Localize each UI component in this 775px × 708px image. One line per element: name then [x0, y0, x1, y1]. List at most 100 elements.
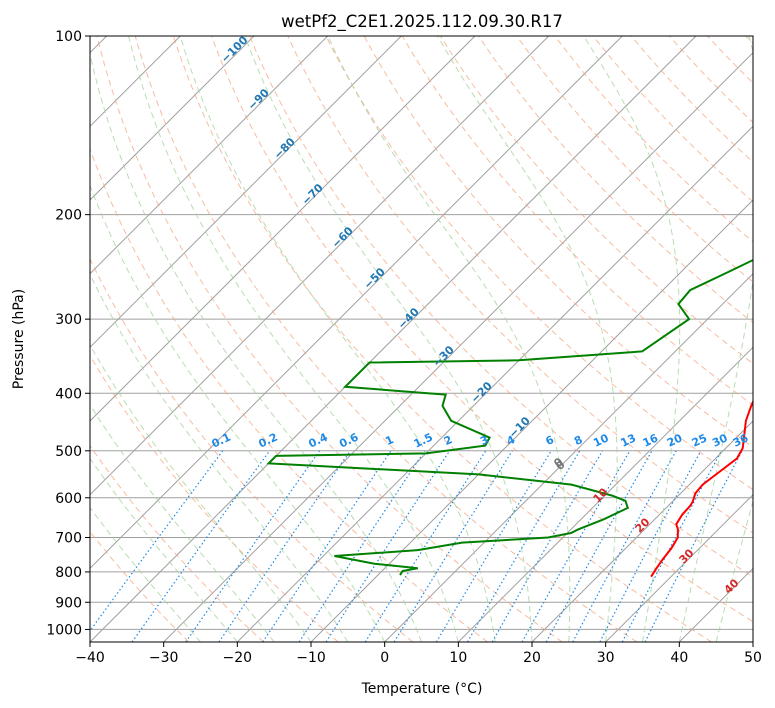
- dry-adiabat-label: −30: [430, 343, 457, 370]
- moist-adiabat-line: [90, 273, 349, 642]
- mixing-ratio-label: 1: [383, 433, 395, 448]
- moist-adiabat-label: 30: [677, 546, 697, 566]
- temperature-profile-line: [650, 399, 753, 578]
- isotherm-line: [236, 125, 753, 642]
- moist-adiabat-line: [437, 36, 618, 642]
- moist-adiabat-line: [179, 36, 496, 642]
- dry-adiabat-label: −90: [245, 86, 272, 113]
- dry-adiabat-line: [211, 36, 753, 623]
- x-tick-label: −30: [149, 650, 179, 666]
- y-tick-label: 400: [55, 386, 82, 402]
- y-tick-label: 100: [55, 29, 82, 45]
- dry-adiabat-line: [90, 147, 488, 642]
- y-tick-label: 300: [55, 312, 82, 328]
- mixing-ratio-label: 0.1: [210, 431, 233, 451]
- dry-adiabat-line: [707, 36, 753, 84]
- y-tick-label: 600: [55, 491, 82, 507]
- dry-adiabat-line: [630, 36, 753, 163]
- x-tick-label: −20: [223, 650, 253, 666]
- x-tick-label: −10: [296, 650, 326, 666]
- mixing-ratio-line: [185, 450, 321, 642]
- dry-adiabat-line: [90, 354, 339, 642]
- moist-adiabat-line: [90, 51, 422, 642]
- isotherm-line: [457, 346, 753, 642]
- mixing-ratio-label: 6: [544, 433, 557, 448]
- background-lines: [90, 36, 753, 642]
- isotherm-line: [90, 36, 550, 496]
- moist-adiabat-line: [90, 184, 386, 642]
- dry-adiabat-line: [90, 257, 414, 642]
- moist-adiabat-line: [128, 36, 459, 642]
- x-axis-label: Temperature (°C): [361, 681, 483, 697]
- moist-adiabat-label: 40: [722, 576, 742, 596]
- x-axis-ticks: −40 −30 −20 −10 0 10 20 30 40 50: [75, 642, 762, 666]
- isotherm-line: [90, 36, 255, 201]
- y-tick-label: 900: [55, 595, 82, 611]
- x-tick-label: 30: [597, 650, 615, 666]
- y-tick-label: 800: [55, 565, 82, 581]
- dry-adiabat-label: −70: [299, 181, 326, 208]
- isotherm-line: [678, 567, 753, 642]
- plot-frame: [89, 35, 754, 643]
- x-tick-label: 50: [744, 650, 762, 666]
- dry-adiabat-line: [592, 36, 753, 203]
- isotherm-line: [90, 36, 623, 570]
- dry-adiabat-line: [90, 444, 264, 642]
- x-tick-label: 40: [670, 650, 688, 666]
- mixing-ratio-line: [545, 450, 653, 642]
- mixing-ratio-label: 25: [690, 432, 709, 450]
- y-tick-label: 700: [55, 531, 82, 547]
- moist-adiabat-line: [327, 36, 571, 642]
- dewpoint-profile-line: [266, 258, 753, 576]
- moist-adiabat-line: [90, 343, 312, 642]
- mixing-ratio-label: 0.4: [307, 430, 330, 450]
- isotherm-line: [752, 641, 753, 642]
- dry-adiabat-label: −20: [468, 379, 495, 406]
- dry-adiabat-line: [516, 36, 753, 283]
- data-lines: [266, 258, 753, 578]
- x-tick-label: 0: [380, 650, 389, 666]
- dry-adiabat-line: [172, 36, 712, 642]
- moist-adiabat-label: 20: [633, 515, 653, 535]
- dry-adiabat-line: [363, 36, 753, 448]
- mixing-ratio-line: [491, 450, 604, 642]
- dry-adiabat-label: −100: [219, 33, 251, 65]
- chart-title: wetPf2_C2E1.2025.112.09.30.R17: [281, 12, 563, 32]
- x-tick-label: 10: [449, 650, 467, 666]
- mixing-ratio-label: 8: [572, 433, 584, 448]
- isotherm-line: [384, 272, 753, 642]
- x-tick-label: −40: [75, 650, 105, 666]
- mixing-ratio-label: 36: [731, 431, 751, 449]
- dry-adiabat-line: [401, 36, 753, 406]
- mixing-ratio-label: 10: [591, 431, 611, 449]
- dry-adiabat-line: [554, 36, 753, 243]
- y-tick-label: 500: [55, 444, 82, 460]
- mixing-ratio-label: 0.2: [257, 431, 280, 451]
- dry-adiabat-line: [249, 36, 753, 578]
- mixing-ratio-line: [90, 450, 224, 632]
- y-tick-label: 1000: [46, 622, 82, 638]
- isotherm-line: [310, 199, 753, 642]
- moist-adiabat-line: [715, 499, 753, 642]
- dry-adiabat-line: [90, 530, 190, 642]
- mixing-ratio-line: [599, 450, 702, 642]
- isotherm-line: [605, 493, 753, 642]
- dry-adiabat-label: −50: [361, 265, 388, 292]
- moist-adiabat-line: [90, 403, 275, 642]
- mixing-ratio-label: 30: [710, 431, 730, 449]
- mixing-ratio-line: [572, 450, 677, 642]
- dry-adiabat-line: [745, 36, 753, 45]
- moist-adiabat-line: [583, 36, 681, 642]
- mixing-ratio-label: 16: [641, 431, 661, 449]
- moist-adiabat-line: [90, 506, 201, 642]
- mixing-ratio-label: 0.6: [337, 430, 360, 450]
- dry-adiabat-label: −80: [271, 135, 298, 162]
- isotherm-line: [90, 36, 476, 422]
- mixing-ratio-label: 13: [619, 432, 638, 450]
- moist-adiabat-line: [244, 36, 533, 642]
- mixing-ratio-line: [218, 450, 351, 642]
- dry-adiabat-line: [96, 36, 563, 642]
- isotherm-line: [90, 36, 402, 349]
- y-axis-label: Pressure (hPa): [11, 289, 27, 389]
